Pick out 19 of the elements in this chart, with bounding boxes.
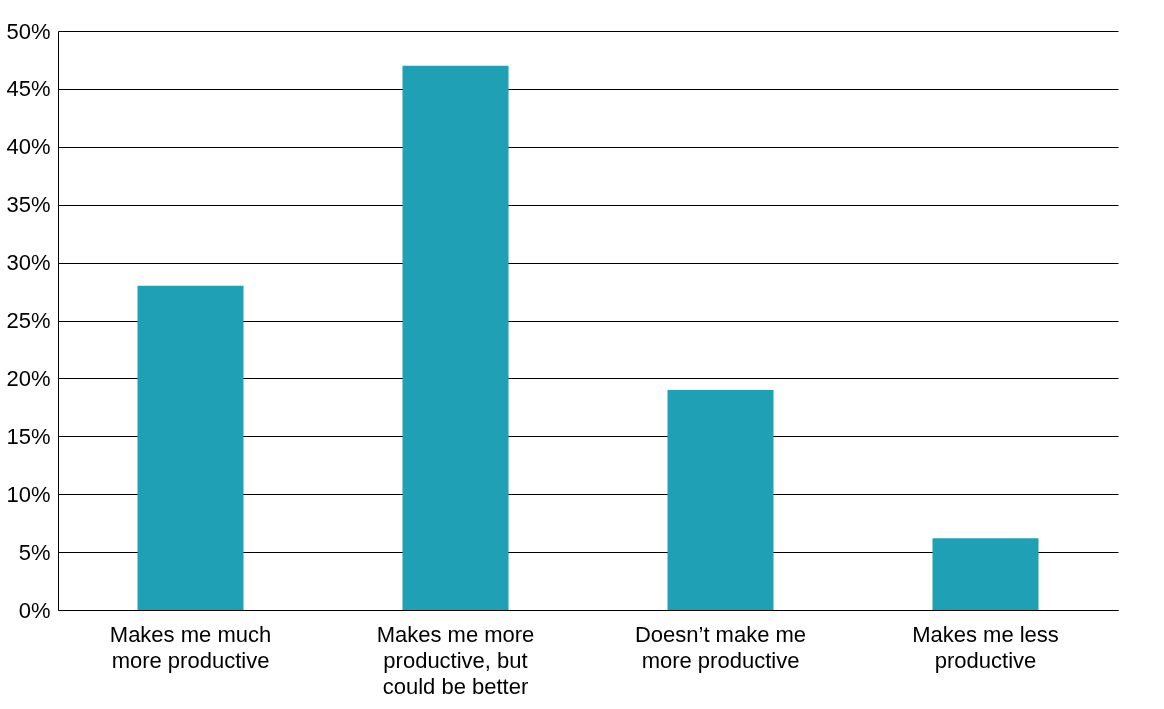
y-tick-label: 50% [6,18,51,44]
y-tick-label: 5% [18,539,51,565]
y-tick-label: 45% [6,76,51,102]
y-tick-label: 40% [6,134,51,160]
bar [137,285,244,610]
y-tick-label: 20% [6,365,51,391]
x-tick-label: Makes me more productive, but could be better [376,621,535,699]
y-tick-label: 15% [6,423,51,449]
x-tick-label: Makes me less productive [912,621,1059,673]
x-tick-label: Makes me much more productive [109,621,272,673]
y-tick-label: 0% [18,597,51,623]
bar [402,65,509,610]
y-tick-label: 35% [6,192,51,218]
bar [932,538,1039,610]
y-tick-label: 10% [6,481,51,507]
y-tick-label: 25% [6,308,51,333]
bar [667,389,774,610]
y-tick-label: 30% [6,250,51,276]
x-tick-label: Doesn’t make me more productive [634,621,807,673]
